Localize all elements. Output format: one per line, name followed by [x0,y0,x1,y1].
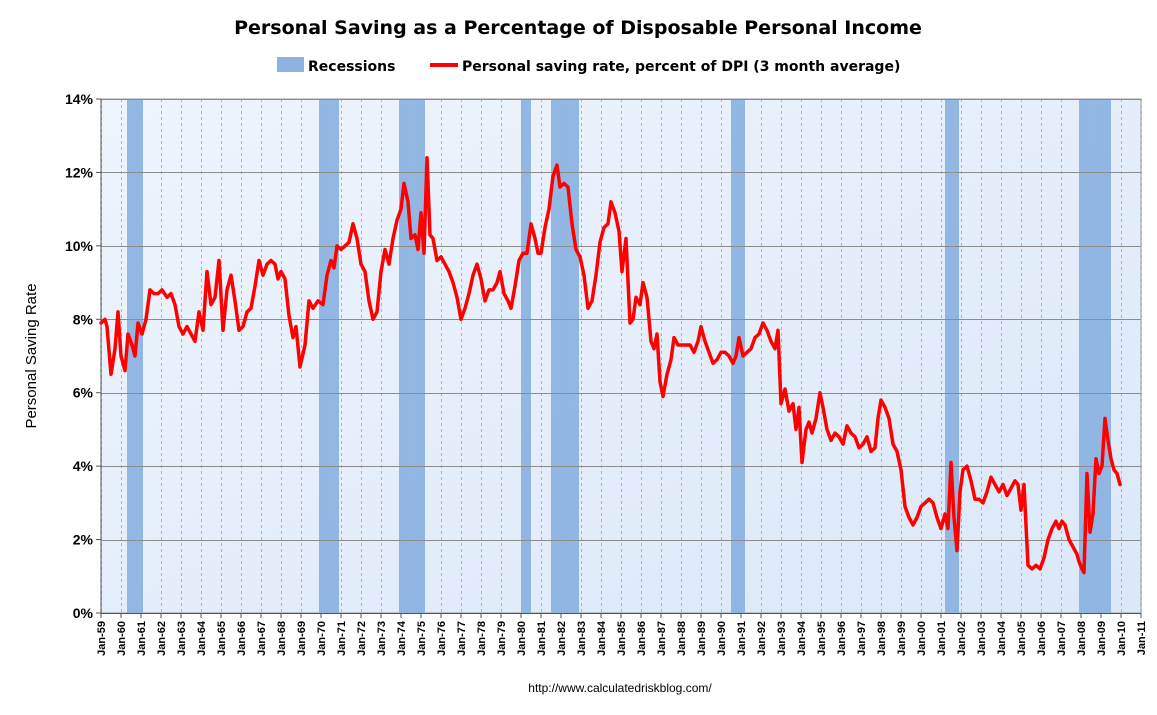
x-tick-label: Jan-05 [1016,621,1028,656]
y-tick-label: 12% [65,164,94,180]
x-tick-label: Jan-76 [436,621,448,656]
x-tick-label: Jan-11 [1136,621,1148,655]
x-tick-label: Jan-93 [776,621,788,656]
x-tick-label: Jan-81 [536,621,548,656]
x-tick-label: Jan-69 [296,621,308,656]
x-tick-label: Jan-95 [816,621,828,656]
x-tick-label: Jan-90 [716,621,728,656]
x-tick-label: Jan-73 [376,621,388,656]
y-tick-label: 6% [73,385,94,401]
x-tick-label: Jan-00 [916,621,928,656]
x-tick-label: Jan-96 [836,621,848,656]
x-tick-label: Jan-61 [136,621,148,656]
recession-band [551,99,579,613]
x-tick-label: Jan-77 [456,621,468,656]
x-tick-label: Jan-75 [416,621,428,656]
x-tick-label: Jan-88 [676,621,688,656]
x-tick-label: Jan-03 [976,621,988,656]
x-tick-label: Jan-98 [876,621,888,656]
y-axis-label: Personal Saving Rate [23,283,40,428]
chart-title: Personal Saving as a Percentage of Dispo… [234,17,922,39]
x-tick-label: Jan-84 [596,620,608,656]
x-tick-label: Jan-10 [1116,621,1128,656]
x-tick-label: Jan-91 [736,621,748,656]
plot-area: 0% 2% 4% 6% 8% 10% 12% 14% Jan-59 Jan-60 Jan-61 Jan… [65,91,1148,656]
x-tick-label: Jan-01 [936,621,948,656]
x-tick-label: Jan-86 [636,621,648,656]
recession-band [521,99,531,613]
x-tick-label: Jan-82 [556,621,568,656]
x-tick-label: Jan-09 [1096,621,1108,656]
x-tick-label: Jan-85 [616,621,628,656]
x-tick-label: Jan-08 [1076,621,1088,656]
x-tick-label: Jan-94 [796,620,808,656]
legend-label-saving-rate: Personal saving rate, percent of DPI (3 … [462,59,900,75]
footer-url: http://www.calculatedriskblog.com/ [528,681,712,695]
x-tick-label: Jan-74 [396,620,408,656]
plot-background [100,98,1142,614]
y-tick-label: 10% [65,238,94,254]
x-tick-label: Jan-06 [1036,621,1048,656]
y-tick-label: 2% [73,532,94,548]
x-tick-label: Jan-92 [756,621,768,656]
x-tick-label: Jan-79 [496,621,508,656]
x-tick-label: Jan-72 [356,621,368,656]
x-tick-label: Jan-78 [476,621,488,656]
x-tick-label: Jan-66 [236,621,248,656]
x-tick-label: Jan-83 [576,621,588,656]
saving-rate-line [99,155,1122,575]
x-tick-label: Jan-89 [696,621,708,656]
x-tick-label: Jan-63 [176,621,188,656]
x-tick-label: Jan-64 [196,620,208,656]
x-tick-label: Jan-70 [316,621,328,656]
recession-band [731,99,745,613]
legend-label-recessions: Recessions [308,59,395,75]
x-tick-label: Jan-07 [1056,621,1068,656]
y-tick-label: 0% [73,605,94,621]
legend: Recessions Personal saving rate, percent… [277,57,900,75]
y-tick-label: 4% [73,458,94,474]
recession-band [399,99,425,613]
x-tick-label: Jan-60 [116,621,128,656]
x-tick-label: Jan-87 [656,621,668,656]
x-tick-label: Jan-04 [996,620,1008,656]
x-tick-label: Jan-71 [336,621,348,656]
x-tick-label: Jan-02 [956,621,968,656]
x-tick-label: Jan-97 [856,621,868,656]
x-tick-label: Jan-65 [216,621,228,656]
x-tick-label: Jan-67 [256,621,268,656]
x-tick-label: Jan-99 [896,621,908,656]
y-tick-label: 8% [73,311,94,327]
legend-swatch-recessions [277,57,304,72]
x-tick-label: Jan-68 [276,621,288,656]
y-tick-label: 14% [65,91,94,107]
x-tick-label: Jan-62 [156,621,168,656]
x-tick-label: Jan-59 [96,621,108,656]
x-tick-label: Jan-80 [516,621,528,656]
recession-band [319,99,339,613]
